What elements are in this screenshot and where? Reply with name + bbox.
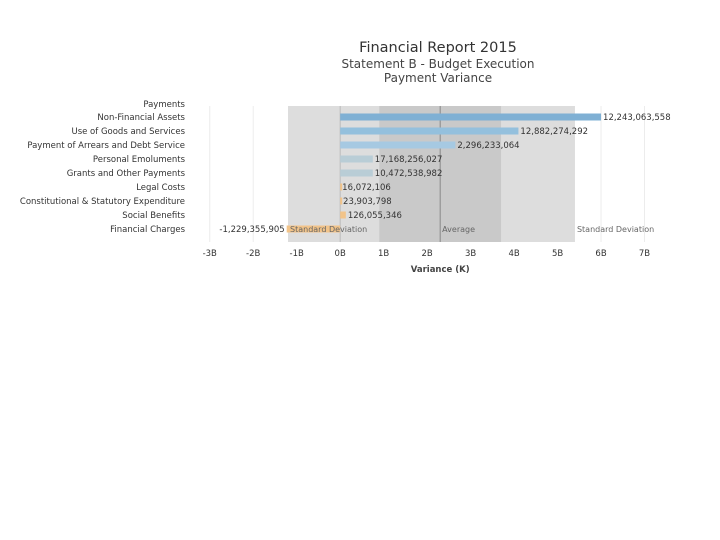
bar bbox=[340, 197, 343, 205]
category-label: Constitutional & Statutory Expenditure bbox=[20, 197, 185, 207]
data-label: 2,296,233,064 bbox=[457, 141, 519, 151]
x-axis-title: Variance (K) bbox=[411, 265, 470, 275]
x-tick-label: 2B bbox=[422, 249, 433, 259]
x-tick-label: 5B bbox=[552, 249, 563, 259]
x-tick-label: 7B bbox=[639, 249, 650, 259]
band-label-average: Average bbox=[442, 225, 475, 234]
bar bbox=[340, 183, 343, 191]
data-label: 16,072,106 bbox=[342, 183, 391, 193]
bar bbox=[340, 211, 346, 219]
x-tick-label: -2B bbox=[246, 249, 260, 259]
x-tick-label: 1B bbox=[378, 249, 389, 259]
data-label: 17,168,256,027 bbox=[375, 155, 443, 165]
x-tick-label: 4B bbox=[508, 249, 519, 259]
payments-header: Payments bbox=[143, 100, 185, 110]
x-tick-label: 3B bbox=[465, 249, 476, 259]
category-label: Use of Goods and Services bbox=[71, 127, 185, 137]
chart-titles: Financial Report 2015 Statement B - Budg… bbox=[188, 40, 688, 85]
category-label: Personal Emoluments bbox=[93, 155, 186, 165]
bar bbox=[340, 127, 519, 135]
bar bbox=[340, 169, 373, 177]
category-label: Payment of Arrears and Debt Service bbox=[27, 141, 185, 151]
x-tick-label: 0B bbox=[335, 249, 346, 259]
bar bbox=[340, 155, 373, 163]
category-label: Legal Costs bbox=[136, 183, 185, 193]
x-tick-label: -3B bbox=[203, 249, 217, 259]
x-tick-label: 6B bbox=[595, 249, 606, 259]
category-label: Grants and Other Payments bbox=[67, 169, 186, 179]
data-label: 23,903,798 bbox=[343, 197, 392, 207]
bar bbox=[340, 141, 456, 149]
data-label: 10,472,538,982 bbox=[375, 169, 443, 179]
data-label: 12,243,063,558 bbox=[603, 113, 671, 123]
chart-subtitle: Statement B - Budget Execution bbox=[341, 57, 535, 71]
bar bbox=[340, 113, 602, 121]
band-label-std-dev-right: Standard Deviation bbox=[577, 225, 654, 234]
data-label: 12,882,274,292 bbox=[520, 127, 588, 137]
data-label: 126,055,346 bbox=[348, 211, 402, 221]
bar bbox=[286, 225, 341, 233]
category-label: Financial Charges bbox=[110, 225, 185, 235]
category-label: Non-Financial Assets bbox=[97, 113, 185, 123]
category-label: Social Benefits bbox=[122, 211, 185, 221]
band-label-std-dev-left: Standard Deviation bbox=[290, 225, 367, 234]
data-label: -1,229,355,905 bbox=[219, 225, 284, 235]
chart-subtitle-2: Payment Variance bbox=[383, 71, 493, 85]
chart-title: Financial Report 2015 bbox=[359, 40, 517, 56]
x-tick-label: -1B bbox=[290, 249, 304, 259]
